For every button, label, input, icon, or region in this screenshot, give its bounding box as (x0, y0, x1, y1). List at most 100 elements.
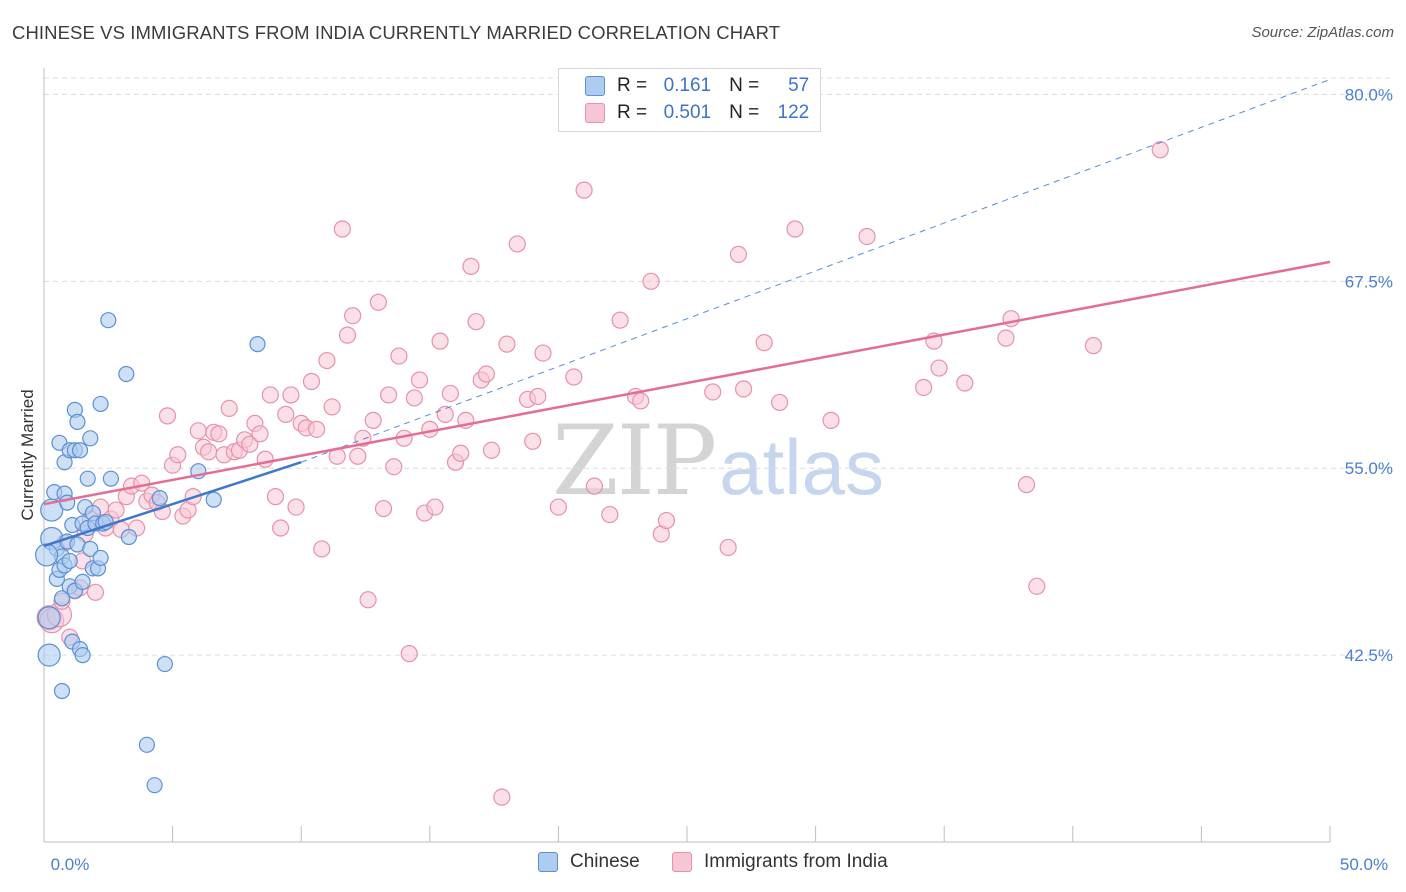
india-point (477, 365, 495, 383)
tick-labels: 42.5% 55.0% 67.5% 80.0% 0.0% 50.0% (51, 85, 1393, 874)
india-point (400, 645, 418, 663)
india-point (493, 788, 511, 806)
watermark-atlas: atlas (719, 423, 884, 511)
india-point (158, 407, 177, 425)
india-point (385, 458, 403, 476)
india-point (436, 405, 454, 423)
india-point (524, 432, 542, 450)
bottom-legend-chinese-label: Chinese (570, 851, 640, 872)
india-point (272, 519, 290, 537)
india-point (169, 446, 187, 464)
chinese-point (37, 643, 61, 667)
india-point (189, 422, 207, 440)
india-point (323, 398, 341, 416)
india-point (431, 332, 449, 350)
chinese-point (69, 413, 86, 430)
axes (43, 68, 1331, 843)
india-point (261, 386, 279, 404)
india-point (529, 387, 547, 406)
legend-row-india: R = 0.501 N = 122 (585, 100, 809, 126)
india-point (380, 386, 398, 404)
india-point (755, 334, 773, 352)
chart-title: CHINESE VS IMMIGRANTS FROM INDIA CURRENT… (12, 22, 781, 43)
legend-r-value: 0.501 (663, 102, 712, 123)
india-point (277, 405, 295, 423)
india-point (549, 498, 568, 516)
chinese-swatch (538, 852, 558, 872)
x-tick-label: 50.0% (1340, 855, 1388, 874)
india-point (241, 435, 259, 453)
trend-lines (43, 79, 1331, 548)
india-point (915, 378, 933, 397)
india-point (734, 380, 753, 398)
india-point (266, 488, 285, 506)
y-tick-label: 42.5% (1345, 646, 1393, 665)
chinese-points (34, 312, 266, 794)
india-swatch (672, 852, 692, 872)
india-point (508, 235, 526, 253)
chinese-trend-line (43, 461, 302, 548)
india-point (251, 425, 269, 443)
india-point (86, 583, 105, 601)
chinese-point (79, 470, 96, 487)
bottom-legend: Chinese Immigrants from India (0, 851, 1406, 877)
india-point (534, 344, 552, 362)
chinese-point (53, 590, 71, 607)
india-point (1151, 141, 1169, 159)
india-point (374, 499, 393, 518)
india-point (107, 501, 125, 519)
legend: R = 0.161 N = 57 R = 0.501 N = 122 (558, 68, 821, 132)
chinese-point (120, 528, 137, 546)
india-point (642, 272, 660, 290)
india-point (704, 383, 722, 401)
chinese-point (53, 682, 71, 700)
chinese-point (100, 312, 117, 329)
y-tick-label: 67.5% (1345, 272, 1393, 291)
india-point (441, 384, 459, 403)
legend-n-value: 57 (788, 75, 810, 96)
india-point (287, 498, 305, 516)
india-point (333, 220, 351, 238)
india-point (657, 511, 676, 530)
india-point (349, 447, 367, 465)
chinese-point (205, 491, 222, 508)
chinese-point (82, 540, 99, 558)
legend-r-label: R = (617, 75, 648, 96)
india-point (282, 386, 300, 404)
y-tick-label: 80.0% (1345, 85, 1393, 104)
india-point (200, 443, 218, 461)
chinese-point (156, 655, 173, 673)
india-point (220, 399, 238, 418)
watermark: ZIPatlas (552, 405, 884, 517)
india-trend-line (43, 260, 1331, 506)
india-point (498, 335, 516, 353)
india-point (482, 441, 501, 459)
legend-r-label: R = (617, 102, 648, 123)
india-point (369, 293, 387, 311)
india-point (462, 257, 480, 275)
india-point (729, 245, 748, 264)
chinese-point (92, 395, 109, 413)
bottom-legend-india-label: Immigrants from India (704, 851, 888, 872)
legend-n-label: N = (729, 75, 760, 96)
chinese-point (37, 606, 61, 630)
x-tick-label: 0.0% (51, 855, 90, 874)
india-point (601, 505, 619, 524)
chinese-point (146, 777, 163, 794)
india-point (452, 444, 470, 462)
india-point (426, 498, 444, 516)
chinese-point (59, 494, 76, 511)
chinese-point (82, 430, 99, 447)
chinese-point (74, 573, 91, 590)
india-point (308, 420, 326, 438)
india-point (956, 374, 974, 392)
chinese-point (118, 365, 135, 383)
legend-n-label: N = (729, 102, 760, 123)
bottom-legend-india: Immigrants from India (672, 851, 888, 873)
india-point (786, 220, 804, 238)
india-point (256, 450, 274, 468)
india-point (359, 591, 377, 609)
india-point (575, 181, 593, 199)
india-point (632, 392, 650, 410)
